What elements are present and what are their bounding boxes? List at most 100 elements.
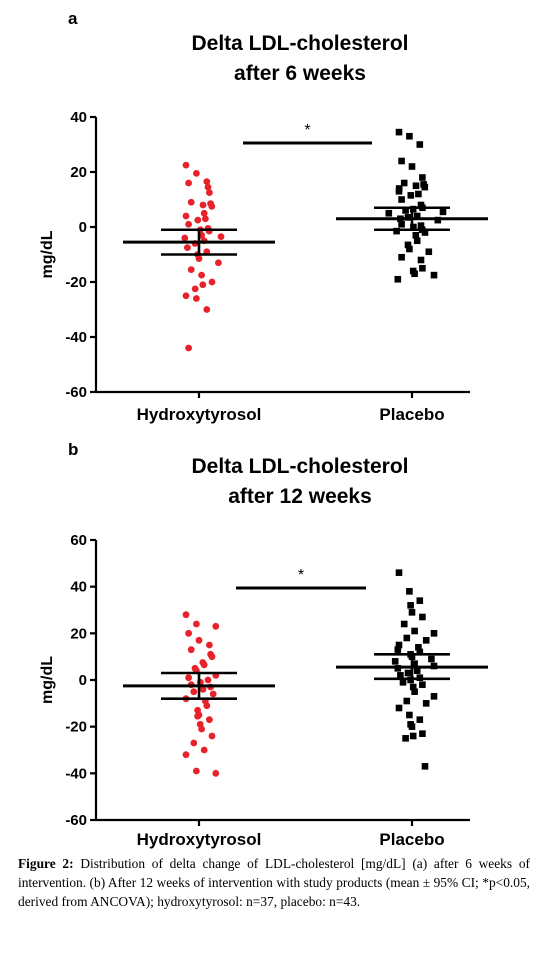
data-point bbox=[413, 212, 421, 220]
y-tick-label: -20 bbox=[65, 274, 87, 291]
y-tick-label: 40 bbox=[70, 579, 87, 596]
figure-canvas: a Delta LDL-cholesterol after 6 weeks 40 20 0… bbox=[39, 9, 488, 849]
data-point bbox=[416, 716, 424, 723]
data-point bbox=[398, 196, 405, 203]
x-tick-label: Placebo bbox=[379, 405, 444, 424]
data-point bbox=[404, 241, 412, 249]
x-tick-label: Placebo bbox=[379, 830, 444, 849]
data-point bbox=[400, 620, 408, 628]
data-point bbox=[394, 275, 402, 283]
data-point bbox=[421, 229, 429, 236]
data-point bbox=[395, 641, 403, 649]
data-point bbox=[204, 676, 212, 684]
data-point bbox=[412, 182, 420, 190]
y-axis-label: mg/dL bbox=[39, 656, 56, 704]
data-point bbox=[182, 611, 190, 619]
data-point bbox=[209, 690, 217, 698]
y-tick-label: 40 bbox=[70, 109, 87, 126]
data-point bbox=[193, 620, 200, 628]
data-point bbox=[182, 292, 190, 300]
data-point bbox=[393, 227, 400, 235]
data-point bbox=[416, 648, 424, 656]
data-point bbox=[413, 667, 421, 674]
data-point bbox=[391, 658, 399, 665]
data-point bbox=[406, 132, 413, 140]
data-point bbox=[425, 248, 433, 256]
data-point bbox=[395, 704, 403, 712]
data-point bbox=[181, 234, 189, 242]
data-point bbox=[182, 212, 190, 220]
data-point bbox=[400, 179, 408, 187]
data-point bbox=[212, 622, 220, 630]
data-point bbox=[409, 732, 417, 740]
data-point bbox=[402, 735, 409, 742]
data-point bbox=[194, 216, 202, 224]
data-point bbox=[182, 751, 190, 759]
y-tick-label: -20 bbox=[65, 719, 87, 736]
y-tick-label: 20 bbox=[70, 164, 87, 181]
data-point bbox=[397, 672, 404, 679]
data-point bbox=[410, 223, 417, 231]
data-point bbox=[415, 190, 422, 198]
data-point bbox=[411, 627, 418, 635]
data-point bbox=[407, 602, 414, 609]
data-point bbox=[198, 725, 206, 733]
data-point bbox=[404, 669, 412, 677]
data-point bbox=[419, 174, 426, 181]
data-point bbox=[419, 730, 426, 737]
data-point bbox=[208, 732, 216, 740]
data-point bbox=[194, 712, 202, 720]
data-point bbox=[428, 655, 435, 663]
data-point bbox=[412, 231, 420, 239]
data-point bbox=[195, 636, 203, 644]
data-point bbox=[187, 646, 195, 654]
data-point bbox=[417, 222, 425, 229]
data-point bbox=[200, 661, 208, 669]
y-tick-label: 0 bbox=[79, 219, 87, 236]
data-point bbox=[398, 253, 405, 261]
x-tick-label: Hydroxytyrosol bbox=[137, 405, 262, 424]
chart-title: Delta LDL-cholesterol bbox=[191, 32, 408, 55]
data-point bbox=[187, 198, 195, 206]
figure-caption: Figure 2: Distribution of delta change o… bbox=[18, 854, 530, 911]
data-point bbox=[215, 259, 222, 267]
data-point bbox=[421, 763, 429, 770]
data-point bbox=[395, 128, 403, 136]
data-point bbox=[190, 688, 198, 696]
data-point bbox=[416, 597, 424, 604]
caption-text: Distribution of delta change of LDL-chol… bbox=[18, 856, 530, 909]
data-point bbox=[206, 716, 213, 724]
y-tick-label: -60 bbox=[65, 384, 87, 401]
data-point bbox=[385, 209, 393, 217]
data-point bbox=[416, 141, 424, 148]
data-point bbox=[398, 220, 405, 228]
data-point bbox=[182, 161, 190, 169]
data-point bbox=[202, 215, 209, 223]
panel-label: a bbox=[68, 9, 78, 28]
data-point bbox=[399, 679, 407, 686]
data-point bbox=[411, 688, 418, 695]
chart-title: Delta LDL-cholesterol bbox=[191, 455, 408, 478]
data-point bbox=[430, 271, 438, 279]
data-point bbox=[208, 278, 216, 286]
data-point bbox=[421, 183, 429, 191]
y-tick-label: 60 bbox=[70, 532, 87, 549]
data-point bbox=[407, 192, 415, 199]
data-point bbox=[398, 157, 405, 165]
data-point bbox=[193, 767, 200, 775]
data-point bbox=[191, 285, 199, 293]
data-point bbox=[406, 711, 413, 719]
data-point bbox=[185, 179, 193, 187]
data-point bbox=[200, 746, 208, 754]
data-point bbox=[419, 681, 426, 688]
data-point bbox=[193, 295, 200, 302]
data-point bbox=[193, 169, 200, 177]
data-point bbox=[204, 183, 212, 191]
data-point bbox=[206, 189, 213, 197]
data-point bbox=[415, 644, 422, 651]
data-point bbox=[395, 569, 403, 576]
data-point bbox=[411, 660, 418, 667]
data-point bbox=[406, 245, 413, 253]
data-point bbox=[195, 255, 203, 263]
data-point bbox=[190, 739, 198, 747]
